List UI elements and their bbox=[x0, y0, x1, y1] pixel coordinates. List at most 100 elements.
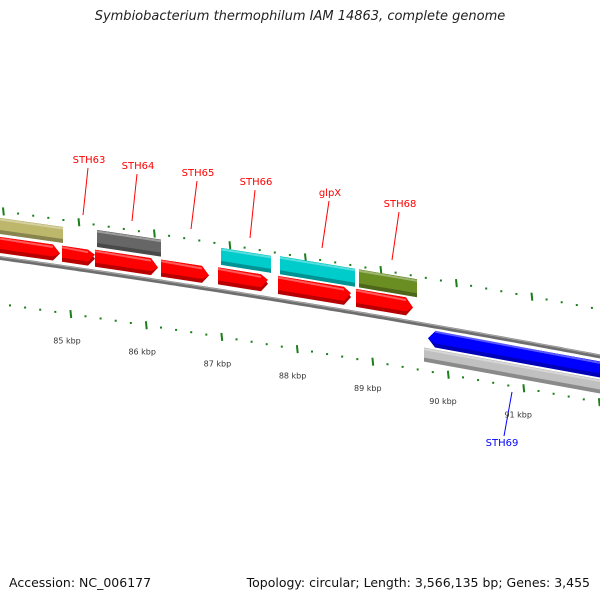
minor-tick bbox=[122, 227, 125, 230]
gene-label-sth68: STH68 bbox=[384, 199, 417, 210]
minor-tick bbox=[394, 271, 397, 274]
minor-tick bbox=[311, 350, 313, 353]
minor-tick bbox=[137, 230, 140, 233]
scale-label: 89 kbp bbox=[354, 384, 382, 393]
minor-tick bbox=[92, 223, 95, 226]
gene-label-sth66: STH66 bbox=[240, 177, 273, 188]
minor-tick bbox=[114, 319, 117, 322]
backbone-highlight bbox=[0, 256, 600, 356]
minor-tick bbox=[54, 310, 57, 313]
minor-tick bbox=[431, 371, 434, 374]
minor-tick bbox=[401, 365, 404, 368]
minor-tick bbox=[273, 251, 276, 254]
minor-tick bbox=[356, 358, 359, 361]
minor-tick bbox=[552, 392, 555, 395]
label-leader-line bbox=[503, 391, 513, 437]
minor-tick bbox=[386, 363, 389, 366]
major-tick bbox=[69, 309, 73, 319]
minor-tick bbox=[500, 290, 503, 293]
minor-tick bbox=[439, 279, 442, 282]
scale-label: 90 kbp bbox=[429, 397, 457, 406]
minor-tick bbox=[545, 298, 548, 301]
minor-tick bbox=[575, 304, 578, 307]
scale-label: 91 kbp bbox=[504, 410, 532, 419]
major-tick bbox=[446, 370, 450, 379]
feature-highlight bbox=[0, 237, 54, 248]
minor-tick bbox=[213, 241, 216, 244]
minor-tick bbox=[507, 384, 510, 387]
minor-tick bbox=[62, 219, 65, 222]
major-tick bbox=[530, 292, 534, 301]
minor-tick bbox=[477, 379, 480, 382]
minor-tick bbox=[32, 214, 35, 217]
minor-tick bbox=[129, 321, 132, 324]
label-leader-line bbox=[131, 173, 138, 222]
minor-tick bbox=[190, 331, 193, 334]
major-tick bbox=[77, 218, 81, 227]
major-tick bbox=[371, 357, 375, 366]
minor-tick bbox=[9, 304, 11, 307]
feature-highlight bbox=[94, 250, 152, 262]
gene-label-sth69: STH69 bbox=[486, 438, 519, 449]
feature-misc-gray bbox=[96, 230, 162, 257]
minor-tick bbox=[47, 216, 50, 219]
minor-tick bbox=[409, 274, 412, 277]
scale-label: 85 kbp bbox=[53, 337, 81, 346]
minor-tick bbox=[582, 398, 585, 401]
feature-cyan-1 bbox=[220, 247, 272, 273]
feature-highlight bbox=[277, 276, 345, 291]
backbone-line bbox=[0, 255, 600, 359]
minor-tick bbox=[492, 381, 495, 384]
cds-forward bbox=[0, 237, 60, 261]
feature-highlight bbox=[279, 256, 356, 272]
feature-highlight bbox=[61, 246, 89, 254]
minor-tick bbox=[590, 306, 593, 309]
feature-body bbox=[280, 256, 355, 283]
gene-label-glpx: glpX bbox=[319, 188, 341, 199]
feature-body bbox=[278, 276, 351, 301]
major-tick bbox=[2, 207, 5, 216]
feature-body bbox=[95, 249, 158, 272]
minor-tick bbox=[537, 389, 540, 392]
cds-forward-sth65 bbox=[160, 259, 209, 283]
minor-tick bbox=[326, 353, 329, 356]
feature-misc-khaki bbox=[0, 218, 64, 243]
minor-tick bbox=[349, 263, 352, 266]
label-leader-line bbox=[249, 189, 256, 239]
minor-tick bbox=[515, 292, 518, 295]
feature-body bbox=[356, 288, 413, 312]
cds-reverse-sth69 bbox=[428, 330, 600, 378]
cds-forward-glpx bbox=[277, 276, 351, 305]
feature-highlight bbox=[160, 260, 203, 270]
major-tick bbox=[295, 344, 299, 354]
label-leader-line bbox=[321, 200, 330, 249]
minor-tick bbox=[160, 326, 162, 329]
scale-label: 86 kbp bbox=[128, 348, 156, 357]
feature-misc-lightgray bbox=[423, 347, 600, 394]
minor-tick bbox=[567, 395, 570, 398]
scale-label: 87 kbp bbox=[204, 359, 232, 368]
feature-body bbox=[161, 259, 209, 279]
backbone bbox=[0, 255, 600, 359]
minor-tick bbox=[17, 212, 20, 215]
cds-forward-sth64 bbox=[94, 249, 158, 276]
minor-tick bbox=[258, 249, 261, 252]
scale-labels: 85 kbp 86 kbp 87 kbp 88 kbp 89 kbp 90 kbp 91 k… bbox=[53, 337, 532, 420]
feature-highlight bbox=[217, 267, 262, 278]
feature-highlight bbox=[220, 248, 272, 259]
feature-body bbox=[218, 267, 268, 288]
minor-tick bbox=[235, 338, 238, 341]
feature-cyan-2 bbox=[279, 256, 356, 287]
major-tick bbox=[379, 265, 383, 275]
minor-tick bbox=[424, 276, 427, 279]
minor-tick bbox=[175, 328, 178, 331]
minor-tick bbox=[24, 306, 27, 309]
feature-highlight bbox=[0, 218, 64, 230]
gene-label-sth63: STH63 bbox=[73, 155, 106, 166]
label-leader-line bbox=[190, 180, 198, 230]
gene-labels: STH63 STH64 STH65 STH66 glpX STH68 STH69 bbox=[73, 155, 519, 449]
gene-label-sth65: STH65 bbox=[182, 168, 215, 179]
minor-tick bbox=[280, 345, 283, 348]
minor-tick bbox=[183, 237, 186, 240]
feature-olive bbox=[358, 269, 418, 298]
